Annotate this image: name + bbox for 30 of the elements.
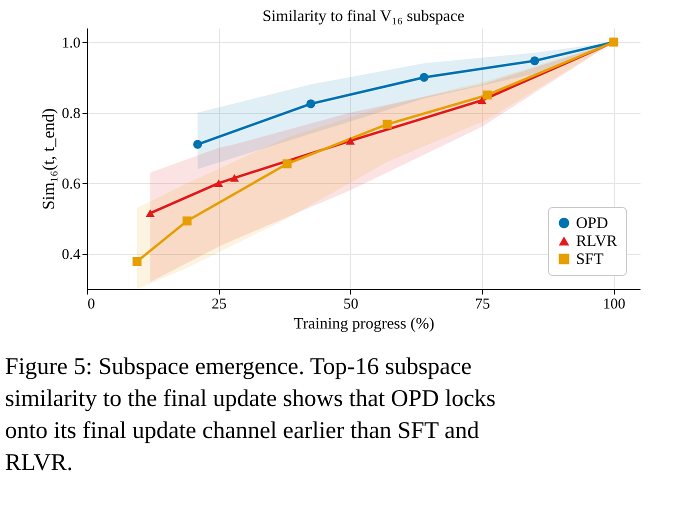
- point: [346, 136, 355, 145]
- caption: Figure 5: Subspace emergence. Top-16 subspace similarity to the final update shows that OPD locks onto its final update channel earlier than SFT and RLVR.: [5, 354, 496, 476]
- point: [530, 56, 540, 66]
- x-tick-label: 25: [212, 296, 227, 312]
- point: [420, 72, 429, 82]
- point: [132, 257, 142, 266]
- point: [182, 216, 192, 226]
- point: [482, 90, 492, 100]
- point: [230, 174, 239, 182]
- x-tick-label: 75: [475, 296, 490, 312]
- y-tick-label: 0.4: [62, 247, 81, 264]
- y-tick-label: 0.8: [62, 106, 80, 122]
- point: [306, 99, 316, 108]
- x-tick-label: 100: [602, 296, 626, 312]
- point: [282, 159, 292, 168]
- point: [146, 209, 155, 218]
- chart-title: Similarity to final V₁₆ subspace: [262, 8, 464, 25]
- point: [382, 120, 392, 129]
- y-axis-title: Sim₁₆(t, t_end): [38, 108, 58, 210]
- y-tick-label: 0.6: [62, 176, 81, 193]
- point: [193, 140, 202, 149]
- legend-label: OPD: [576, 215, 608, 232]
- point: [478, 96, 486, 104]
- legend-label: SFT: [576, 251, 604, 268]
- x-tick-label: 0: [88, 296, 95, 312]
- x-tick-label: 50: [343, 296, 358, 312]
- x-axis-title: Training progress (%): [294, 316, 434, 332]
- legend-label: RLVR: [576, 233, 618, 250]
- y-tick-label: 1.0: [62, 36, 80, 52]
- point: [214, 179, 224, 188]
